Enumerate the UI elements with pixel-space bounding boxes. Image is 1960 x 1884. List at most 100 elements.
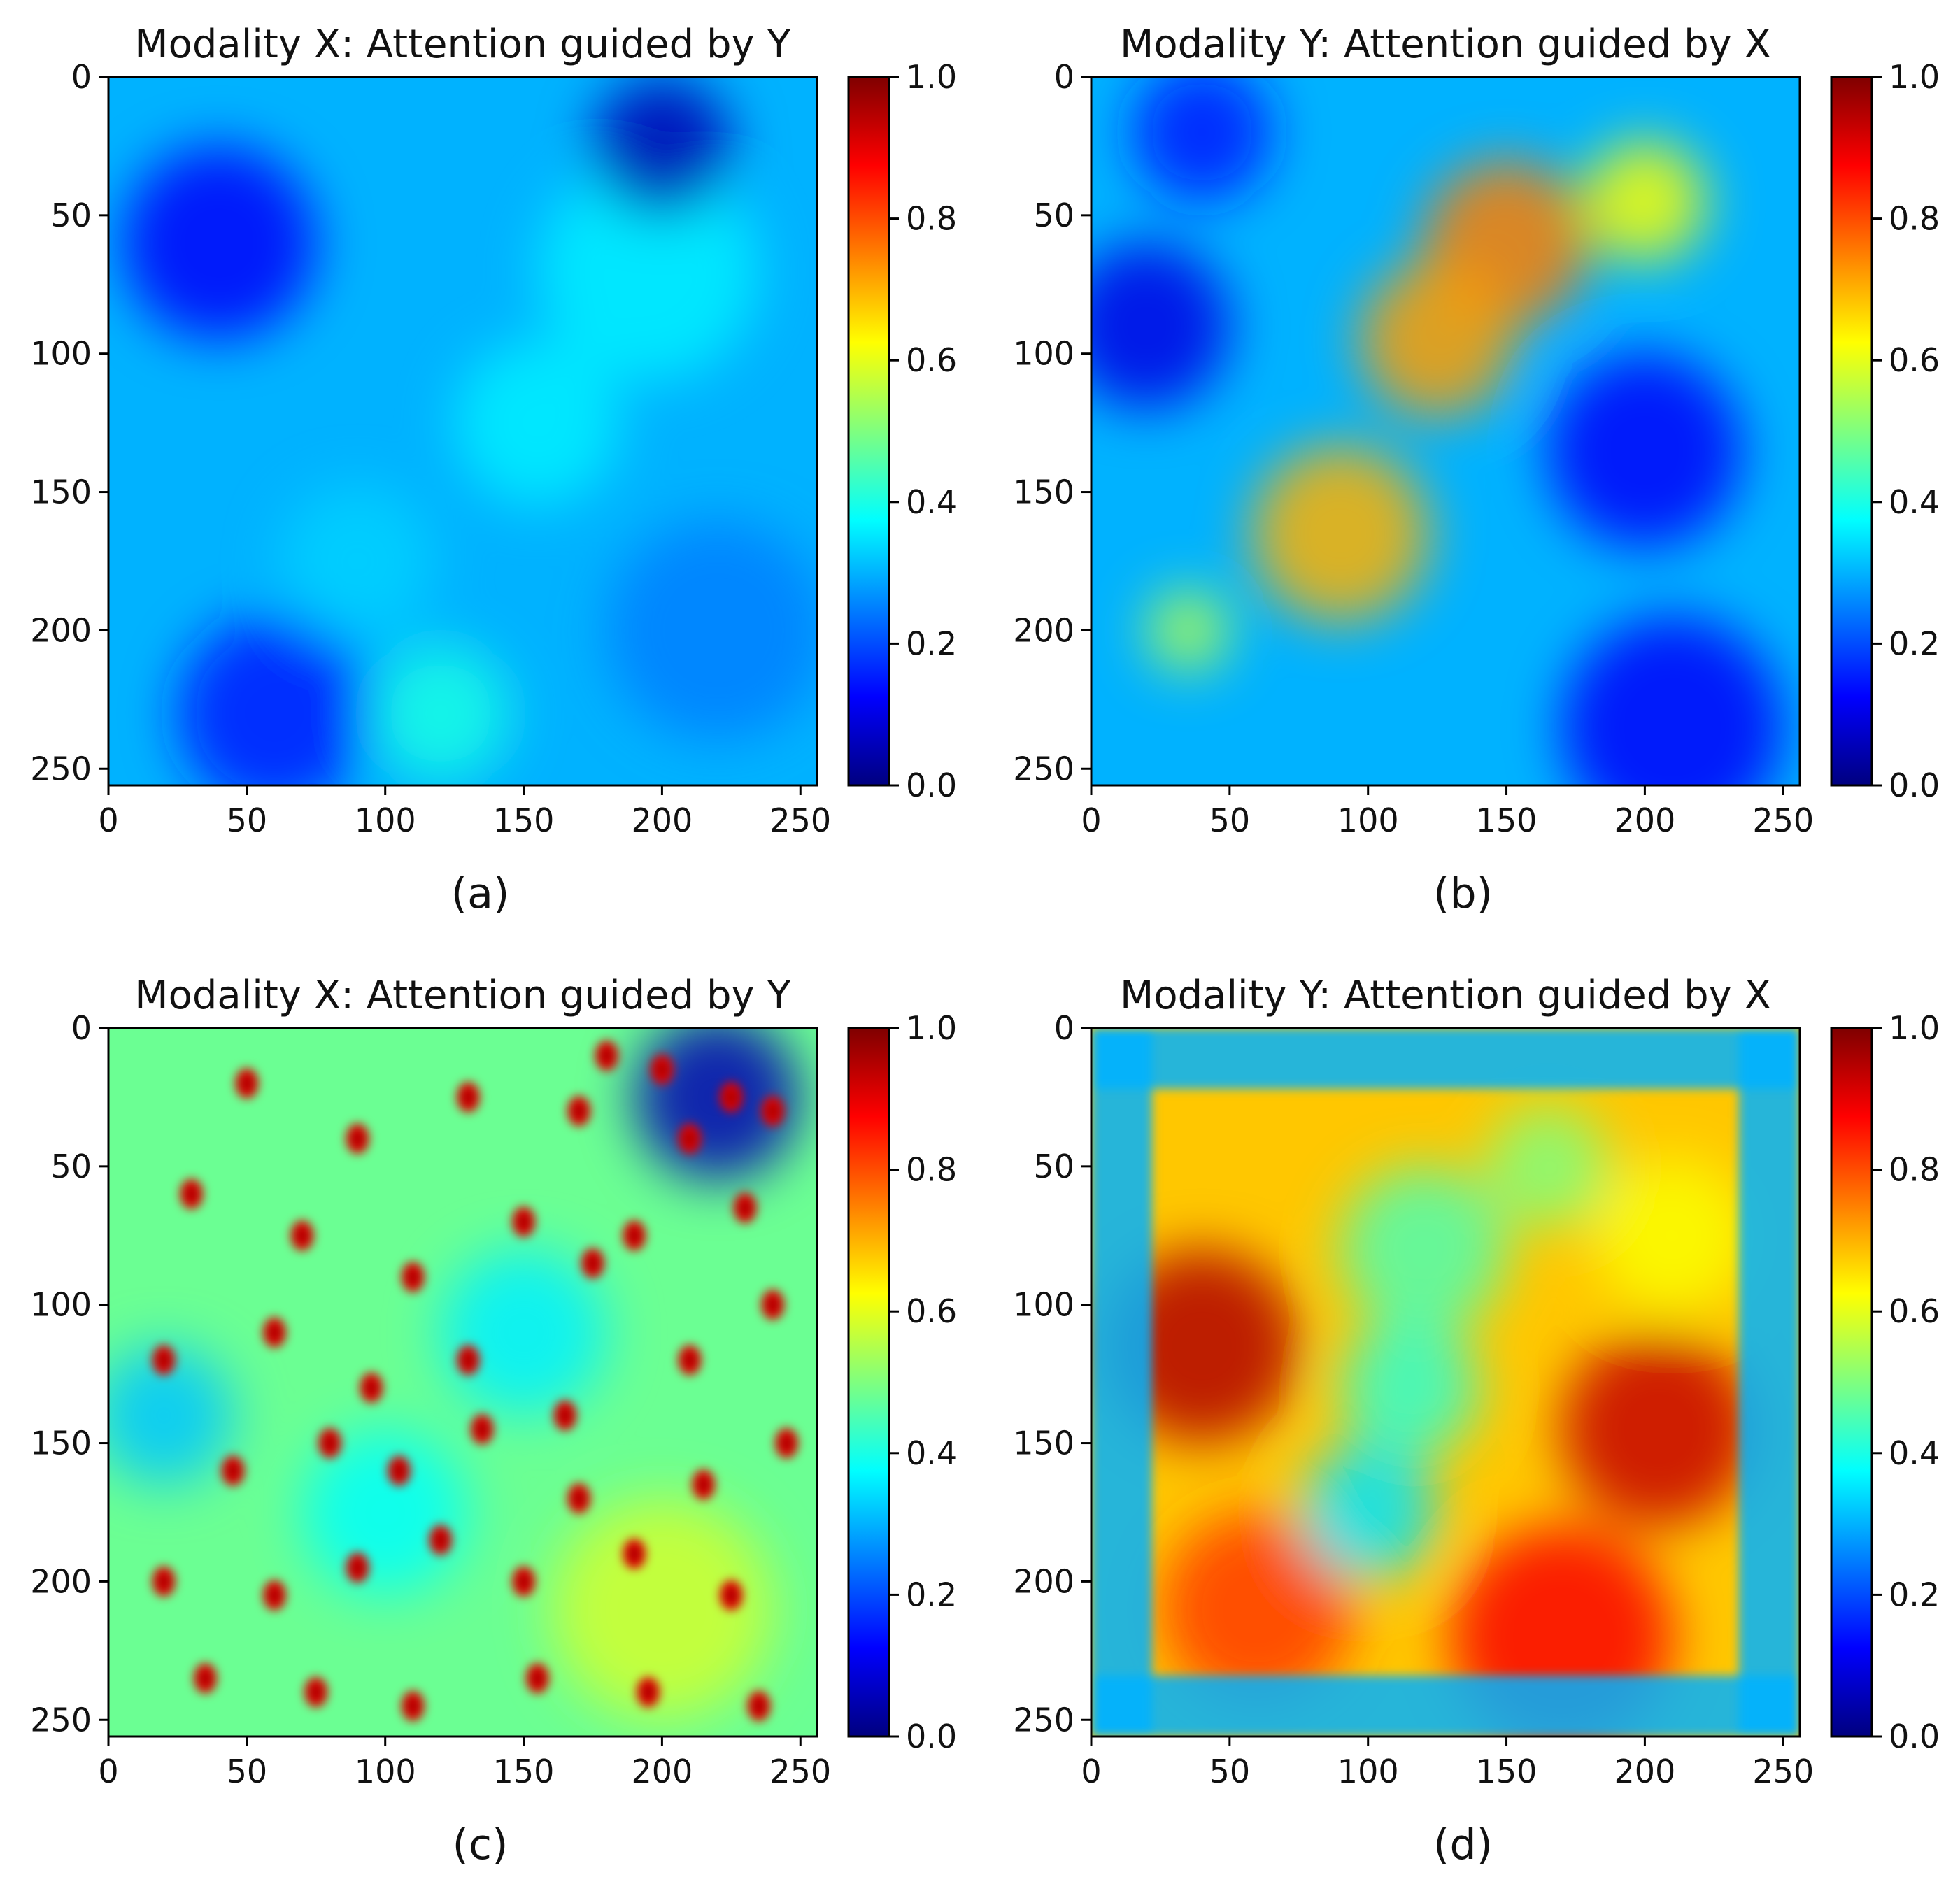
panel-a: Modality X: Attention guided by Y 0 50 100 1…	[30, 22, 957, 918]
heat-hotspot-core	[393, 1463, 405, 1479]
heat-hotspot-core	[158, 1352, 170, 1368]
heat-region	[634, 1028, 801, 1180]
panel-d: Modality Y: Attention guided by X 0 50 100 1…	[1013, 973, 1940, 1869]
heat-hotspot-core	[573, 1103, 585, 1119]
y-tick-label: 150	[30, 1425, 92, 1462]
x-tick-label: 0	[98, 801, 118, 839]
heat-hotspot-core	[185, 1186, 197, 1202]
heat-region	[606, 520, 817, 741]
colorbar-tick-label: 0.0	[906, 766, 957, 804]
heat-border	[1091, 1028, 1800, 1090]
y-tick-label: 200	[30, 611, 92, 649]
heat-hotspot-core	[684, 1131, 695, 1147]
heat-hotspot-core	[518, 1213, 530, 1230]
panel-caption: (d)	[1433, 1820, 1493, 1869]
y-tick-label: 0	[1054, 58, 1074, 96]
panel-title: Modality Y: Attention guided by X	[1120, 22, 1771, 67]
heat-hotspot-core	[767, 1297, 779, 1313]
panel-caption: (c)	[453, 1820, 509, 1869]
colorbar-tick-label: 0.8	[1889, 200, 1940, 238]
heat-region	[301, 1429, 469, 1596]
axes-frame	[107, 76, 818, 787]
panel-title: Modality X: Attention guided by Y	[134, 973, 791, 1018]
heat-hotspot-core	[407, 1698, 419, 1714]
y-tick-label: 0	[1054, 1009, 1074, 1047]
y-tick-label: 50	[50, 197, 92, 234]
x-tick-label: 250	[1752, 801, 1814, 839]
heat-hotspot-core	[269, 1587, 280, 1604]
heat-hotspot-core	[642, 1684, 654, 1700]
x-tick-label: 50	[227, 1753, 268, 1790]
heat-hotspot-core	[310, 1684, 322, 1700]
y-tick-label: 0	[71, 58, 92, 96]
colorbar-tick-label: 0.8	[1889, 1151, 1940, 1189]
heat-hotspot-core	[476, 1421, 488, 1437]
x-tick-label: 50	[1209, 1753, 1251, 1790]
heat-hotspot-core	[573, 1490, 585, 1506]
y-tick-label: 200	[1013, 1562, 1074, 1600]
y-tick-label: 50	[1033, 197, 1074, 234]
y-tick-label: 250	[30, 750, 92, 787]
heat-region	[1547, 353, 1742, 548]
colorbar-tick-label: 0.0	[1889, 1718, 1940, 1755]
axes-frame	[1090, 76, 1801, 787]
heat-hotspot-core	[366, 1380, 377, 1396]
axes-frame	[1090, 1027, 1801, 1738]
heat-region	[1561, 1332, 1756, 1527]
heat-hotspot-core	[518, 1573, 530, 1590]
x-tick-label: 0	[1081, 801, 1101, 839]
x-tick-label: 100	[1337, 1753, 1399, 1790]
x-tick-label: 200	[1614, 1753, 1676, 1790]
heat-hotspot-core	[158, 1573, 170, 1590]
heat-region	[1132, 77, 1272, 202]
heat-hotspot-core	[227, 1463, 239, 1479]
heat-region	[440, 1249, 607, 1415]
x-tick-label: 250	[769, 1753, 831, 1790]
colorbar-tick-label: 1.0	[906, 58, 957, 96]
heat-hotspot-core	[199, 1670, 211, 1686]
y-tick-label: 200	[1013, 611, 1074, 649]
panel-caption: (b)	[1433, 869, 1493, 918]
colorbar-tick-label: 0.2	[906, 625, 957, 662]
heat-hotspot-core	[269, 1325, 280, 1341]
panel-title: Modality Y: Attention guided by X	[1120, 973, 1771, 1018]
colorbar-tick-label: 0.2	[1889, 625, 1940, 662]
heat-region	[1298, 1443, 1437, 1582]
panel-title: Modality X: Attention guided by Y	[134, 22, 791, 67]
x-tick-label: 150	[493, 1753, 555, 1790]
y-tick-label: 100	[30, 1286, 92, 1324]
heatmap-c	[108, 1028, 817, 1736]
panel-b: Modality Y: Attention guided by X 0 50 100 1…	[1013, 22, 1940, 918]
heat-hotspot-core	[352, 1560, 364, 1576]
colorbar-tick-label: 0.4	[906, 1434, 957, 1472]
x-tick-label: 200	[632, 801, 693, 839]
y-tick-label: 100	[30, 335, 92, 373]
colorbar-tick-label: 0.8	[906, 200, 957, 238]
x-tick-label: 50	[1209, 801, 1251, 839]
colorbar-c	[847, 1027, 890, 1738]
heat-hotspot-core	[601, 1048, 613, 1064]
colorbar-tick-label: 0.6	[906, 341, 957, 379]
colorbar-tick-label: 0.6	[906, 1292, 957, 1330]
heat-hotspot-core	[767, 1103, 779, 1119]
heat-hotspot-core	[532, 1670, 544, 1686]
heat-region	[1340, 1166, 1507, 1333]
colorbar-tick-label: 0.0	[906, 1718, 957, 1755]
x-tick-label: 0	[98, 1753, 118, 1790]
heat-border	[1738, 1028, 1800, 1736]
y-tick-label: 250	[1013, 1701, 1074, 1739]
heat-region	[108, 1346, 234, 1485]
y-tick-label: 50	[1033, 1148, 1074, 1185]
heat-hotspot-core	[725, 1089, 737, 1106]
heat-hotspot-core	[462, 1089, 474, 1106]
y-tick-label: 150	[1013, 1425, 1074, 1462]
x-tick-label: 100	[355, 1753, 416, 1790]
heatmap-d	[1091, 1028, 1800, 1736]
colorbar-tick-label: 0.6	[1889, 341, 1940, 379]
x-tick-label: 150	[493, 801, 555, 839]
heat-hotspot-core	[656, 1062, 668, 1078]
heat-region	[122, 145, 316, 340]
heat-region	[280, 483, 435, 639]
heat-region	[1359, 262, 1515, 418]
